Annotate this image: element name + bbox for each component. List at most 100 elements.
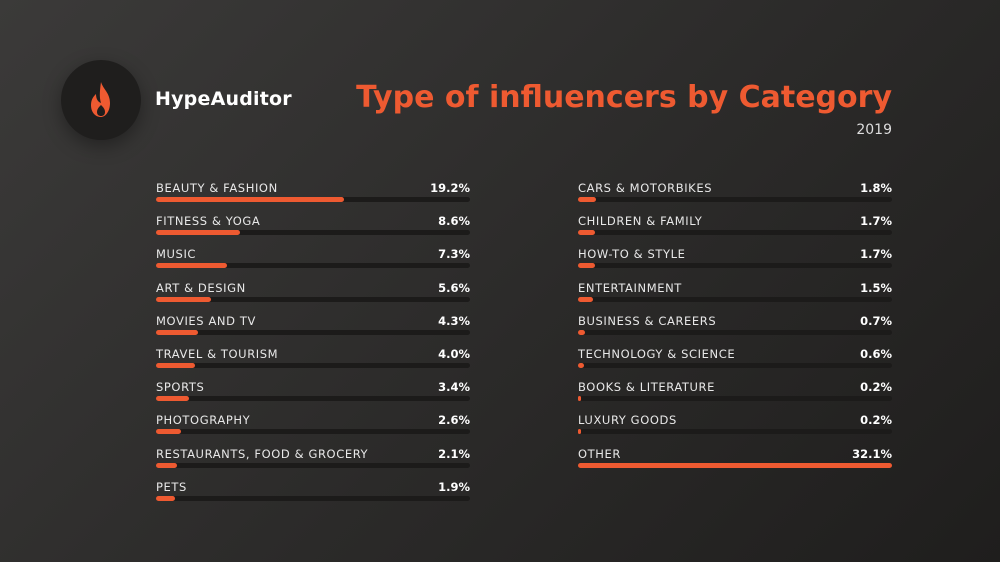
value-label: 1.8% (860, 181, 892, 195)
bar-row: SPORTS 3.4% (156, 379, 470, 412)
bar-fill (156, 495, 175, 501)
category-label: LUXURY GOODS (578, 413, 677, 428)
bar-fill (578, 197, 596, 202)
bar-fill (156, 329, 199, 335)
value-label: 7.3% (438, 247, 470, 262)
bar-track (578, 230, 892, 236)
value-label: 5.6% (438, 280, 470, 295)
bar-row: BEAUTY & FASHION 19.2% (156, 180, 470, 213)
bar-row: RESTAURANTS, FOOD & GROCERY 2.1% (156, 446, 470, 479)
bar-row: CARS & MOTORBIKES 1.8% (578, 180, 892, 213)
category-label: BEAUTY & FASHION (156, 181, 278, 195)
bar-track (156, 495, 470, 501)
value-label: 2.1% (438, 446, 470, 461)
category-label: SPORTS (156, 380, 205, 395)
value-label: 4.0% (438, 346, 470, 361)
bar-track (156, 296, 470, 302)
value-label: 3.4% (438, 380, 470, 395)
bar-fill (578, 429, 581, 435)
bar-fill (156, 296, 211, 302)
flame-icon (91, 82, 110, 117)
bar-row: MOVIES AND TV 4.3% (156, 313, 470, 346)
left-column: BEAUTY & FASHION 19.2% FITNESS & YOGA 8.6% M… (156, 180, 470, 512)
bar-track (578, 362, 892, 368)
value-label: 0.2% (860, 380, 892, 395)
bar-row: HOW-TO & STYLE 1.7% (578, 246, 892, 279)
bar-track (578, 197, 892, 202)
category-label: ENTERTAINMENT (578, 280, 682, 295)
value-label: 1.5% (860, 280, 892, 295)
bar-row: TRAVEL & TOURISM 4.0% (156, 346, 470, 379)
chart-title: Type of influencers by Category (356, 80, 892, 115)
category-label: ART & DESIGN (156, 280, 246, 295)
bar-fill (156, 362, 196, 368)
bar-fill (578, 362, 584, 368)
category-label: PETS (156, 479, 187, 494)
bar-row: LUXURY GOODS 0.2% (578, 412, 892, 445)
bar-fill (156, 230, 241, 236)
value-label: 1.7% (860, 247, 892, 262)
category-label: BUSINESS & CAREERS (578, 313, 717, 328)
category-label: BOOKS & LITERATURE (578, 380, 715, 395)
bar-track (156, 197, 470, 202)
bar-row: PHOTOGRAPHY 2.6% (156, 412, 470, 445)
bar-track (156, 462, 470, 468)
value-label: 19.2% (430, 181, 470, 195)
right-column: CARS & MOTORBIKES 1.8% CHILDREN & FAMILY 1.… (578, 180, 892, 479)
bar-track (578, 429, 892, 435)
bar-track (156, 329, 470, 335)
value-label: 2.6% (438, 413, 470, 428)
bar-track (156, 230, 470, 236)
value-label: 0.2% (860, 413, 892, 428)
bar-row: BUSINESS & CAREERS 0.7% (578, 313, 892, 346)
bar-row: MUSIC 7.3% (156, 246, 470, 279)
bar-track (578, 329, 892, 335)
category-label: RESTAURANTS, FOOD & GROCERY (156, 446, 369, 461)
bar-fill (578, 263, 595, 269)
value-label: 32.1% (852, 446, 892, 461)
value-label: 1.7% (860, 214, 892, 229)
bar-track (156, 396, 470, 402)
category-label: OTHER (578, 446, 621, 461)
value-label: 0.6% (860, 346, 892, 361)
category-label: TRAVEL & TOURISM (156, 346, 279, 361)
bar-track (578, 462, 892, 468)
bar-row: FITNESS & YOGA 8.6% (156, 213, 470, 246)
category-label: HOW-TO & STYLE (578, 247, 686, 262)
bar-track (578, 396, 892, 402)
bar-fill (156, 396, 190, 402)
value-label: 8.6% (438, 214, 470, 229)
logo-badge (61, 60, 141, 140)
category-label: CHILDREN & FAMILY (578, 214, 703, 229)
category-label: CARS & MOTORBIKES (578, 181, 713, 195)
bar-fill (578, 296, 593, 302)
bar-fill (578, 396, 581, 402)
bar-track (156, 263, 470, 269)
value-label: 0.7% (860, 313, 892, 328)
bar-track (578, 296, 892, 302)
category-label: FITNESS & YOGA (156, 214, 261, 229)
category-label: MUSIC (156, 247, 197, 262)
bar-row: PETS 1.9% (156, 479, 470, 512)
bar-fill (578, 462, 892, 468)
bar-fill (156, 462, 177, 468)
bar-fill (578, 329, 585, 335)
bar-fill (156, 263, 228, 269)
bar-track (156, 429, 470, 435)
bar-track (156, 362, 470, 368)
bar-row: ENTERTAINMENT 1.5% (578, 280, 892, 313)
category-label: TECHNOLOGY & SCIENCE (578, 346, 736, 361)
bar-track (578, 263, 892, 269)
value-label: 1.9% (438, 479, 470, 494)
category-label: MOVIES AND TV (156, 313, 256, 328)
bar-fill (578, 230, 595, 236)
brand-name: HypeAuditor (155, 88, 292, 110)
bar-row: TECHNOLOGY & SCIENCE 0.6% (578, 346, 892, 379)
category-label: PHOTOGRAPHY (156, 413, 251, 428)
bar-row: CHILDREN & FAMILY 1.7% (578, 213, 892, 246)
bar-row: ART & DESIGN 5.6% (156, 280, 470, 313)
bar-row: OTHER 32.1% (578, 446, 892, 479)
bar-fill (156, 197, 344, 202)
chart-subtitle: 2019 (856, 122, 892, 138)
bar-fill (156, 429, 182, 435)
